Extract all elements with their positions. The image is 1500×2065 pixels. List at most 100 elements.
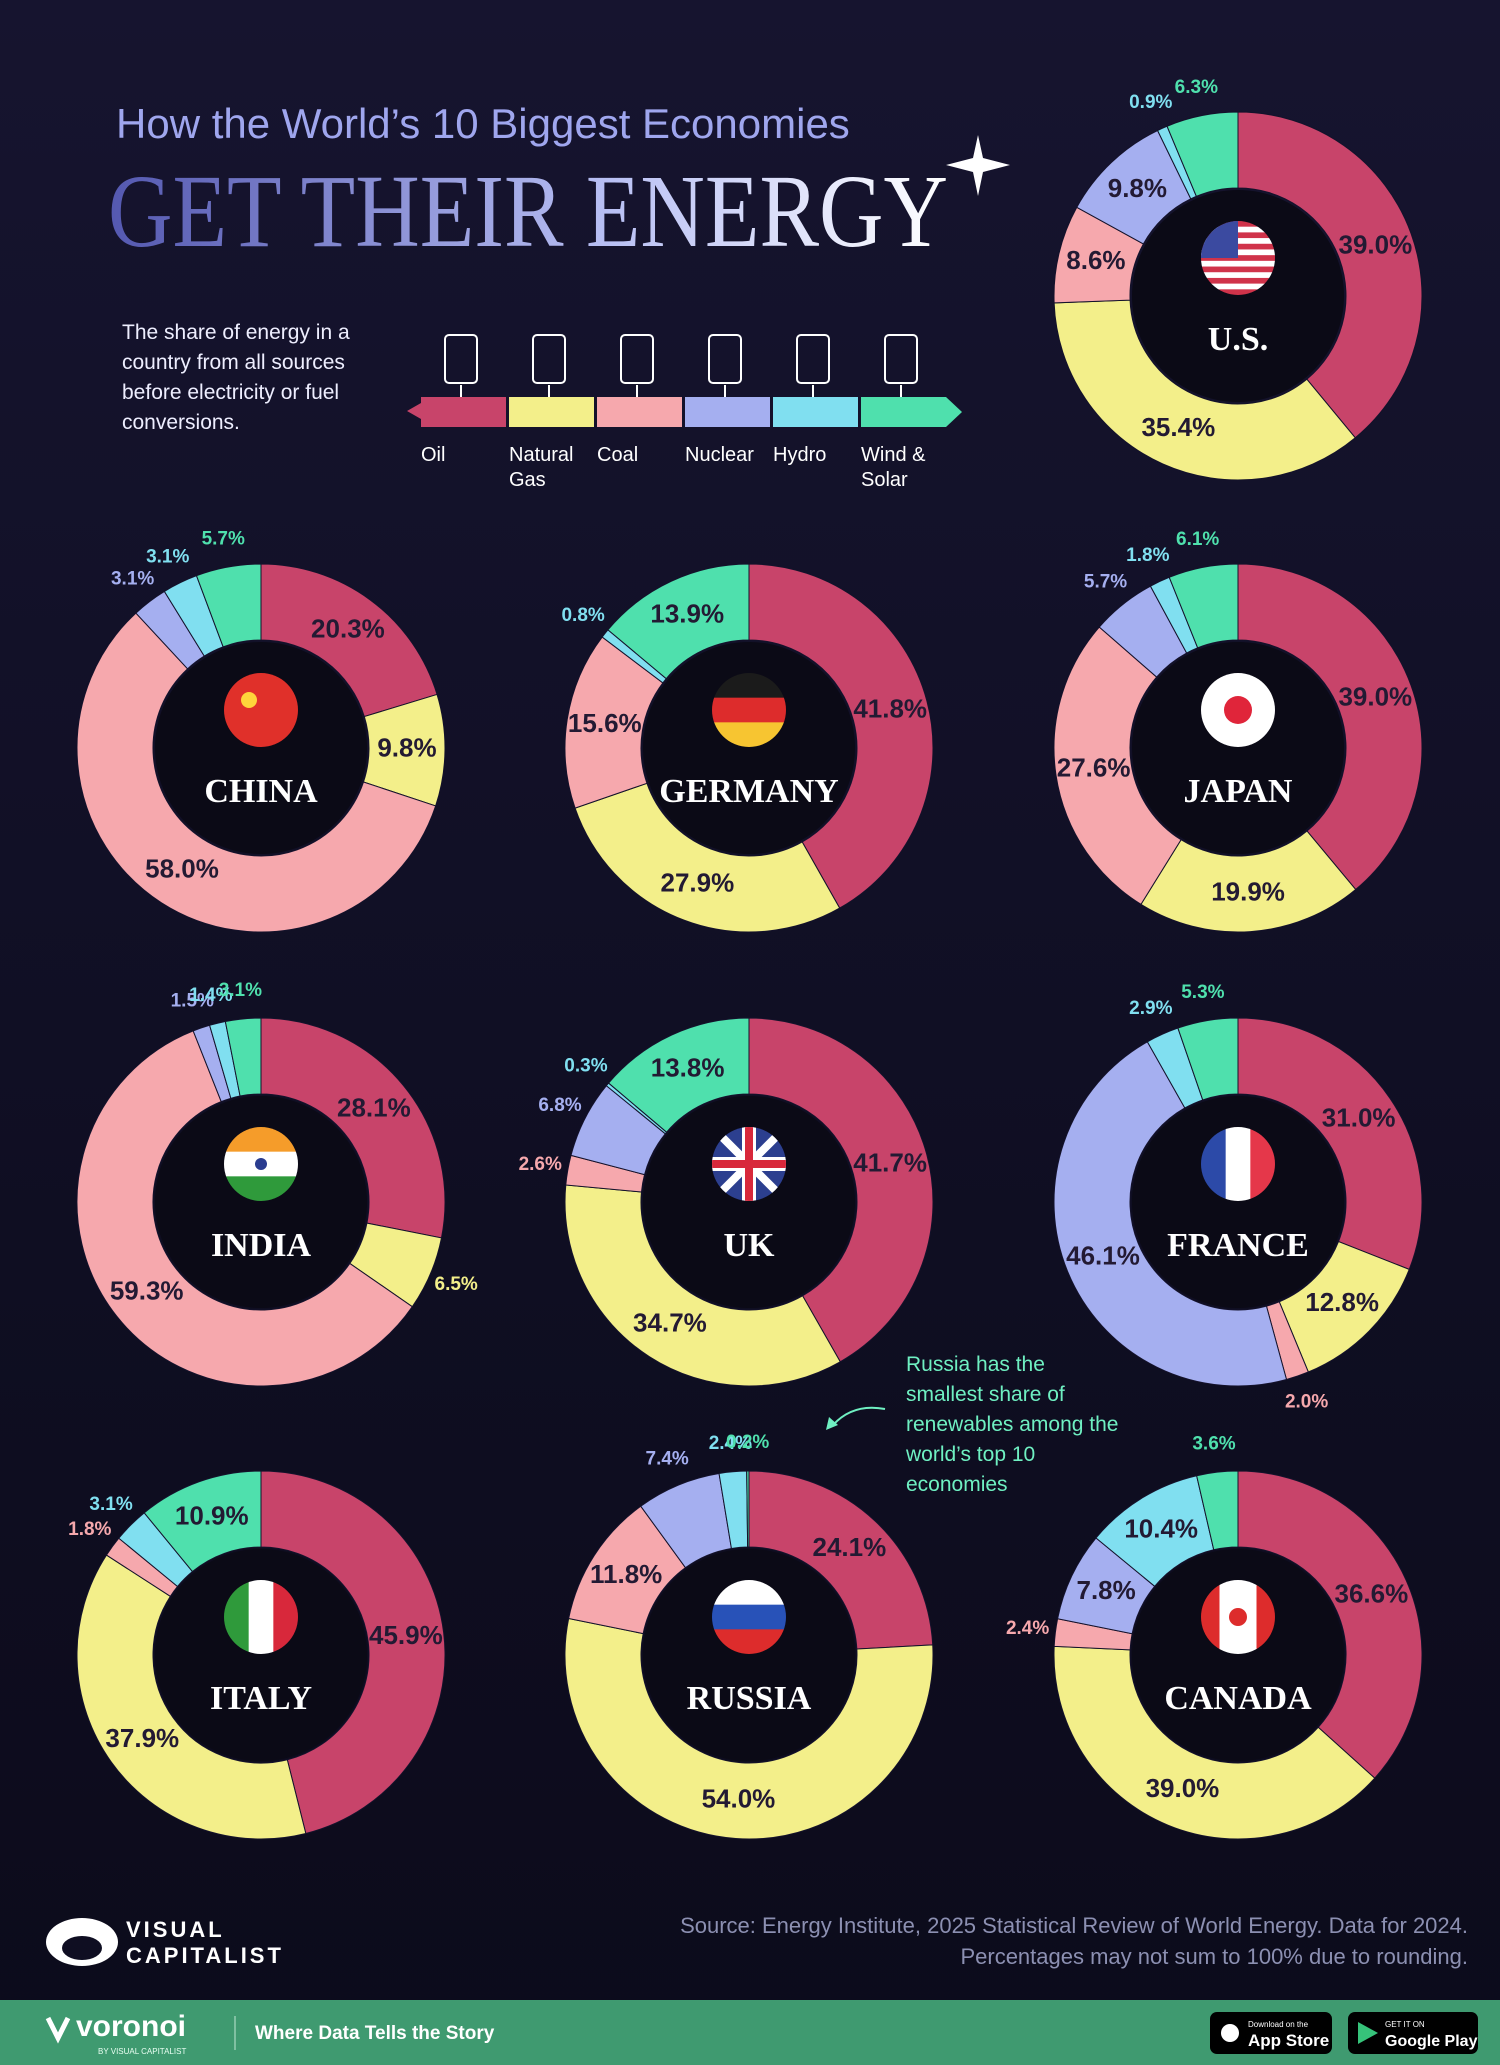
donut-segment: [1053, 626, 1182, 906]
value-label: 3.6%: [1192, 1433, 1235, 1454]
donut-hole: [155, 1096, 367, 1308]
donut-segment: [1166, 111, 1239, 198]
subtitle: How the World’s 10 Biggest Economies: [116, 100, 850, 147]
donut-hole: [643, 642, 855, 854]
logo-text: VISUAL: [126, 1917, 225, 1942]
value-label: 15.6%: [568, 708, 642, 738]
value-label: 1.8%: [1126, 545, 1169, 566]
donut-segment: [76, 1030, 413, 1387]
google-play-button[interactable]: [1348, 2012, 1478, 2054]
flag: [1201, 1127, 1275, 1201]
legend-label: Natural Gas: [509, 444, 574, 491]
legend-swatch: [685, 397, 770, 427]
value-label: 2.9%: [1129, 998, 1172, 1019]
donut-chart: 39.0% 35.4% 8.6% 9.8% 0.9%6.3% U.S.: [1053, 77, 1423, 481]
country-name: RUSSIA: [687, 1680, 812, 1717]
legend-icon: [532, 334, 566, 384]
app-store-button[interactable]: [1210, 2012, 1332, 2054]
flag-stripe: [1201, 289, 1275, 295]
donut-chart: 20.3% 9.8% 58.0% 3.1%3.1% 5.7% CHINA: [76, 528, 446, 933]
value-label: 5.3%: [1181, 982, 1224, 1003]
google-play: Google Play: [1385, 2033, 1478, 2050]
legend-swatch: [597, 397, 682, 427]
legend-cap: [407, 403, 421, 419]
donut-chart: 39.0% 19.9% 27.6% 5.7% 1.8% 6.1% JAPAN: [1053, 529, 1423, 933]
flag-stripe: [1201, 277, 1275, 285]
value-label: 11.8%: [590, 1559, 662, 1589]
country-name: CHINA: [204, 773, 318, 810]
legend-label: Coal: [597, 444, 639, 466]
value-label: 3.1%: [111, 568, 154, 589]
donut-segment: [1237, 1470, 1423, 1779]
flag-emblem: [1224, 696, 1252, 724]
donut-chart: 45.9% 37.9% 1.8% 3.1% 10.9% ITALY: [68, 1470, 446, 1840]
donut-segment: [260, 563, 438, 718]
flag-stripe: [1201, 260, 1275, 268]
legend-icon: [796, 334, 830, 384]
flag: [712, 1127, 786, 1201]
title: GET THEIR ENERGY: [108, 154, 948, 269]
apple-icon: [1221, 2024, 1239, 2042]
value-label: 20.3%: [311, 614, 385, 644]
legend-icon: [444, 334, 478, 384]
flag: [1201, 221, 1275, 295]
note: Percentages may not sum to 100% due to r…: [960, 1944, 1468, 1969]
country-name: GERMANY: [659, 773, 838, 810]
country-name: UK: [724, 1227, 776, 1264]
annotation-arrow: [832, 1406, 886, 1426]
donut-segment: [1237, 563, 1423, 891]
donut-hole: [643, 1549, 855, 1761]
legend-swatch: [861, 397, 946, 427]
value-label: 13.8%: [651, 1052, 725, 1082]
flag-emblem: [255, 1158, 267, 1170]
value-label: 39.0%: [1146, 1773, 1220, 1803]
donut-hole: [1132, 1096, 1344, 1308]
flag-stripe: [712, 697, 786, 723]
value-label: 0.9%: [1129, 92, 1172, 113]
value-label: 37.9%: [105, 1723, 179, 1753]
value-label: 13.9%: [650, 599, 724, 629]
donut-hole: [1132, 1549, 1344, 1761]
legend-icon: [620, 334, 654, 384]
play-icon: [1358, 2022, 1378, 2044]
donut-segment: [1053, 1041, 1288, 1387]
donut-segment: [748, 563, 934, 909]
flag-stripe: [1238, 1580, 1257, 1654]
value-label: 6.3%: [1175, 77, 1218, 98]
flag-emblem: [241, 692, 257, 708]
value-label: 5.7%: [1084, 571, 1127, 592]
legend-label: Hydro: [773, 444, 827, 466]
value-label: 3.1%: [219, 980, 262, 1001]
flag-stripe: [1225, 1127, 1251, 1201]
donut-chart: 36.6% 39.0% 2.4% 7.8% 10.4% 3.6% CANADA: [1006, 1433, 1423, 1840]
value-label: 27.6%: [1057, 753, 1131, 783]
country-name: U.S.: [1208, 321, 1268, 358]
legend-label: Wind & Solar: [861, 444, 926, 491]
flag: [224, 673, 298, 747]
value-label: 24.1%: [812, 1532, 886, 1562]
sparkle: [946, 135, 1010, 196]
flag-stripe: [712, 1604, 786, 1630]
value-label: 8.6%: [1066, 245, 1125, 275]
donut-segment: [607, 563, 750, 680]
donut-chart: 28.1% 6.5% 59.3% 1.5%1.4%3.1% INDIA: [76, 980, 478, 1387]
donut-segment: [1237, 111, 1423, 439]
legend-swatch: [509, 397, 594, 427]
flag: [224, 1127, 298, 1201]
donut-hole: [643, 1096, 855, 1308]
value-label: 19.9%: [1211, 877, 1285, 907]
flag: [712, 673, 786, 747]
value-label: 58.0%: [145, 854, 219, 884]
flag-emblem: [1229, 1608, 1247, 1626]
donut-segment: [224, 1017, 262, 1097]
donut-segment: [195, 563, 262, 648]
country-name: FRANCE: [1167, 1227, 1309, 1264]
flag-stripe: [224, 673, 298, 747]
donut-chart: 41.8% 27.9% 15.6% 0.8% 13.9% GERMANY: [561, 563, 934, 933]
footer: voronoi BY VISUAL CAPITALIST Where Data …: [0, 2000, 1500, 2065]
value-label: 6.5%: [435, 1274, 478, 1295]
value-label: 2.6%: [519, 1154, 562, 1175]
value-label: 6.1%: [1176, 529, 1219, 550]
voronoi-mark: [45, 2016, 71, 2044]
